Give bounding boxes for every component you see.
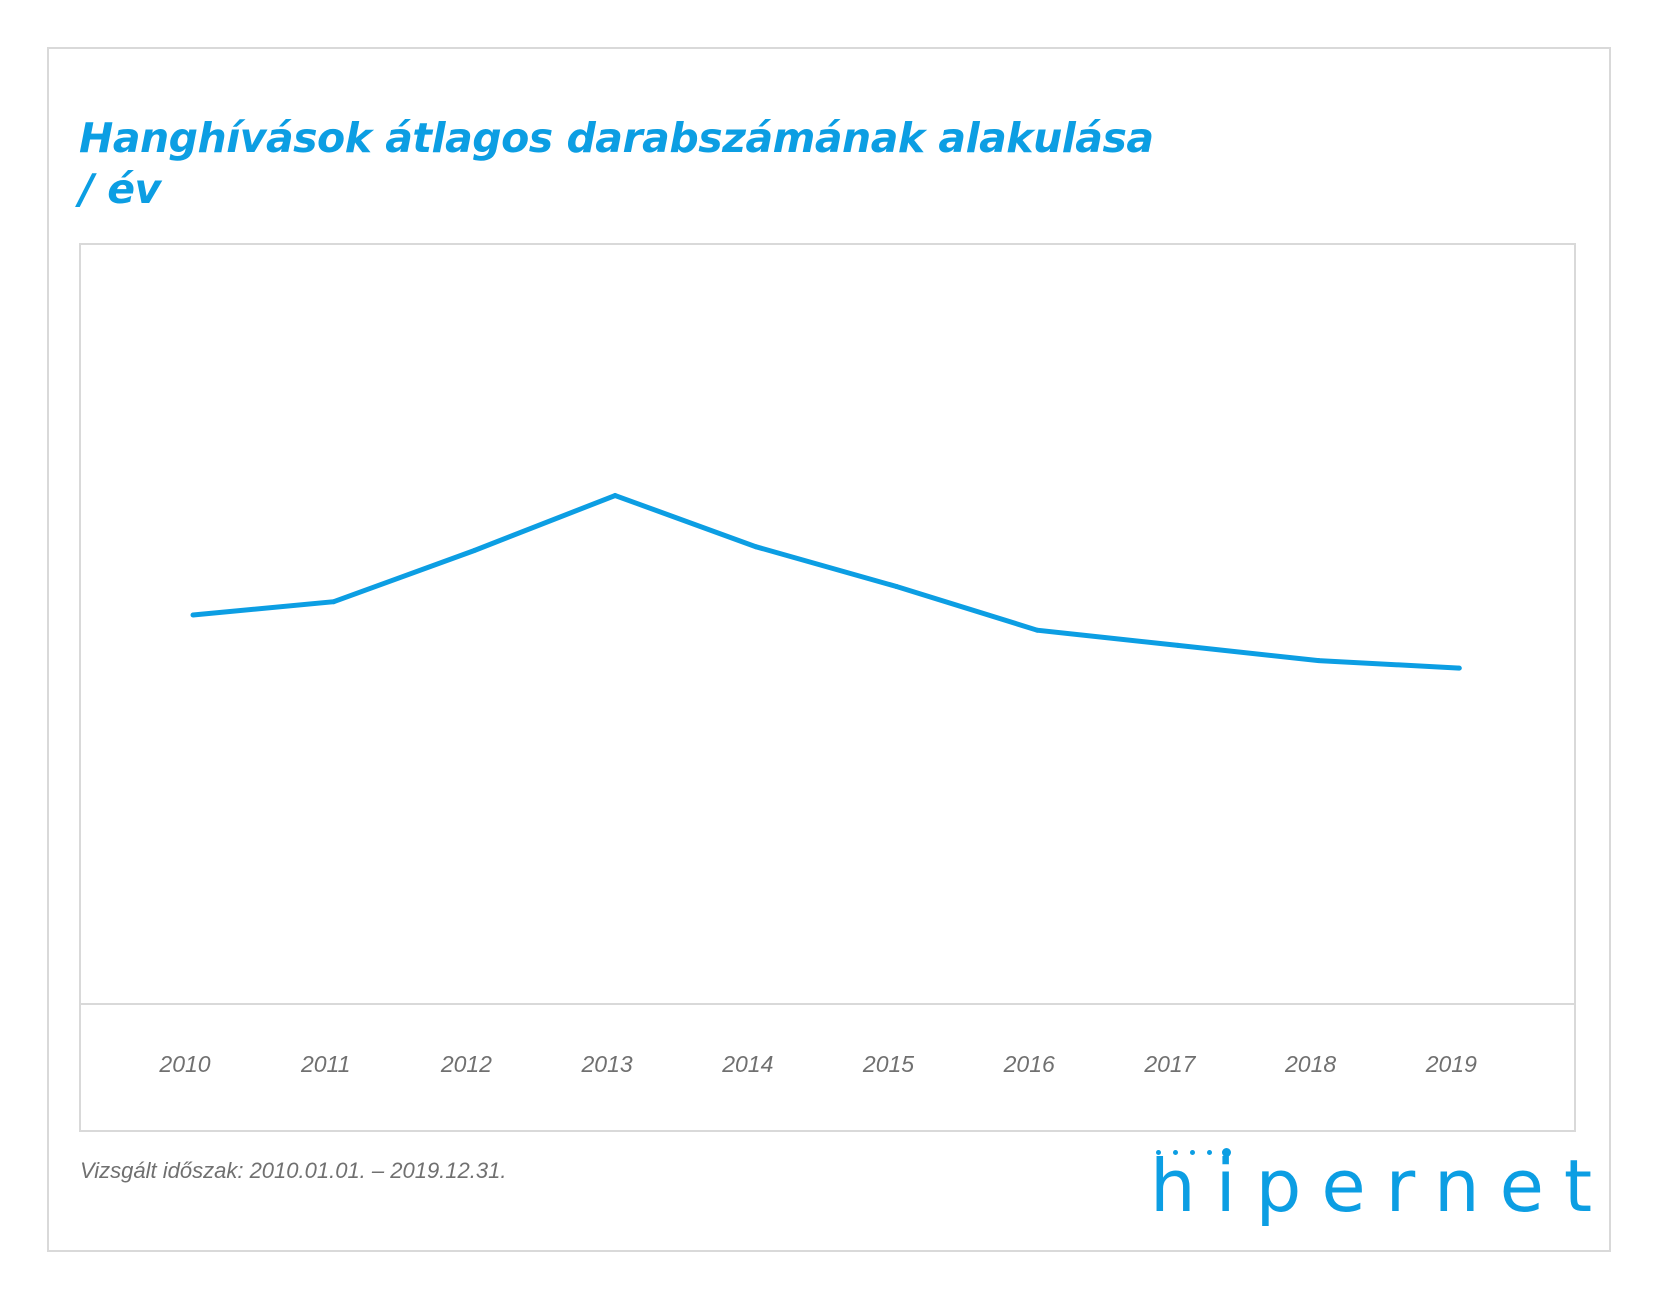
data-point-2013 — [612, 492, 618, 498]
x-tick-label-2017: 2017 — [1143, 1051, 1196, 1077]
plot-area — [79, 243, 1576, 1132]
series-layer — [190, 492, 1462, 671]
data-point-2012 — [471, 547, 477, 553]
data-point-2015 — [894, 584, 899, 590]
x-tick-label-2019: 2019 — [1425, 1051, 1477, 1077]
chart-title: Hanghívások átlagos darabszámának alakul… — [79, 114, 1154, 213]
x-tick-label-2010: 2010 — [158, 1051, 210, 1077]
series-line — [192, 492, 1460, 671]
x-tick-label-2013: 2013 — [581, 1051, 633, 1077]
x-tick-label-2016: 2016 — [1003, 1051, 1055, 1077]
logo-wordmark: hipernet — [1150, 1144, 1613, 1228]
chart-card — [47, 47, 1611, 1252]
x-tick-labels: 2010 2011 2012 2013 2014 2015 2016 2017 2018 2019 — [158, 1051, 1477, 1077]
hipernet-logo: hipernet — [1150, 1140, 1592, 1235]
data-point-2016 — [1034, 627, 1040, 633]
x-tick-label-2012: 2012 — [440, 1051, 492, 1077]
x-tick-label-2011: 2011 — [300, 1051, 350, 1077]
x-axis-line — [79, 1003, 1576, 1005]
data-point-2019 — [1456, 665, 1462, 671]
x-tick-label-2014: 2014 — [721, 1051, 773, 1077]
data-point-2011 — [331, 599, 337, 605]
data-point-2014 — [753, 544, 759, 550]
x-tick-label-2018: 2018 — [1284, 1051, 1336, 1077]
data-point-2018 — [1316, 658, 1322, 664]
x-tick-label-2015: 2015 — [862, 1051, 914, 1077]
data-point-2010 — [190, 612, 196, 618]
data-point-2017 — [1175, 642, 1181, 648]
period-footnote: Vizsgált időszak: 2010.01.01. – 2019.12.… — [80, 1158, 507, 1183]
logo-dots-icon — [1156, 1148, 1236, 1158]
